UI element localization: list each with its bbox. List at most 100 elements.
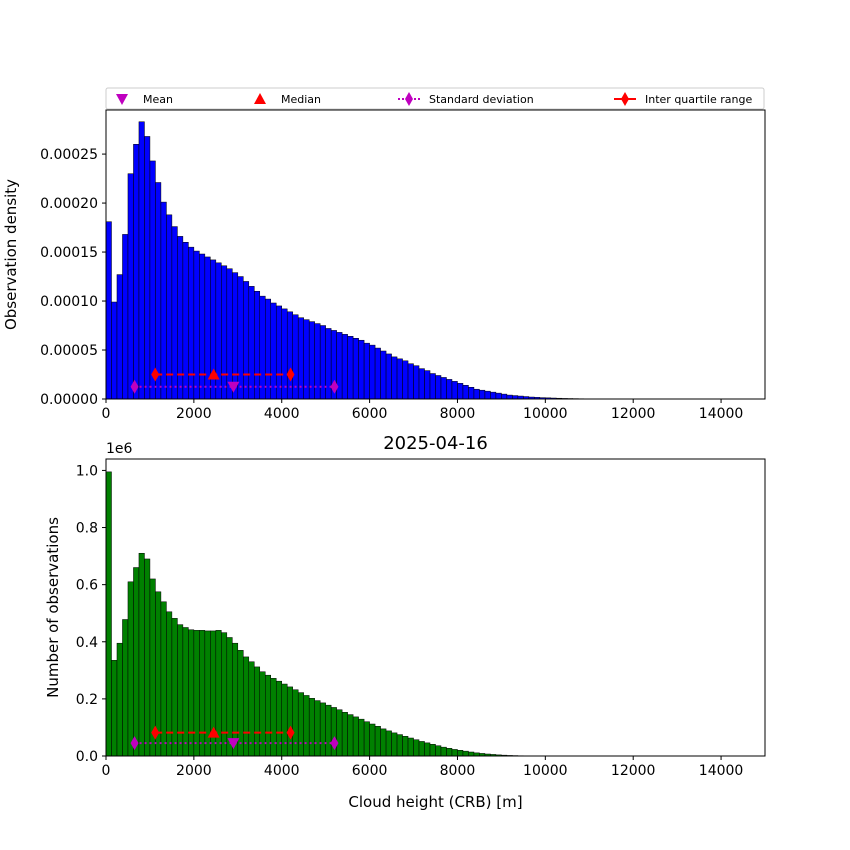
histogram-bar [188,629,195,757]
x-tick-label: 8000 [440,763,476,779]
histogram-bar [347,714,354,757]
y-tick-label: 0.00025 [40,147,98,163]
histogram-bar [166,214,173,400]
legend-marker [254,93,266,104]
histogram-bar [413,739,420,757]
legend-label: Standard deviation [429,93,534,106]
histogram-bar [292,689,299,757]
histogram-bar [243,656,250,757]
histogram-bar [182,627,189,757]
histogram-bar [418,368,425,400]
y-tick-label: 0.2 [76,692,98,708]
histogram-bar [352,716,359,757]
y-tick-label: 0.00010 [40,294,98,310]
histogram-bar [149,160,156,400]
histogram-bar [385,730,392,757]
histogram-bar [248,661,255,757]
histogram-bar [374,726,381,757]
histogram-bar [138,121,145,400]
histogram-bar [440,377,447,400]
histogram-bar [429,744,436,757]
y-axis-label: Observation density [2,179,20,330]
std-marker [130,736,139,751]
y-tick-label: 0.8 [76,521,98,537]
histogram-bar [177,624,184,757]
histogram-bar [319,702,326,757]
histogram-bar [122,234,129,400]
histogram-bar [111,660,118,757]
histogram-bar [243,281,250,400]
histogram-bar [418,741,425,757]
histogram-bar [341,712,348,757]
histogram-bar [380,350,387,400]
histogram-bar [160,201,167,400]
x-tick-label: 12000 [611,763,656,779]
histogram-bar [221,632,228,757]
histogram-bar [336,709,343,757]
histogram-bar [407,737,414,757]
histogram-bar [506,394,513,400]
histogram-bar [193,250,200,400]
histogram-bar [336,332,343,400]
histogram-bar [391,356,398,400]
y-tick-label: 0.6 [76,578,98,594]
histogram-bar [111,301,118,400]
histogram-bar [380,728,387,757]
legend-label: Inter quartile range [645,93,752,106]
histogram-bar [451,749,458,757]
x-tick-label: 6000 [352,763,388,779]
histogram-bar [413,365,420,400]
histogram-bar [446,748,453,757]
x-tick-label: 0 [102,406,111,422]
histogram-bar [265,298,271,400]
histogram-bar [435,745,442,757]
x-tick-label: 0 [102,763,111,779]
axes-frame [105,458,766,757]
histogram-bar [199,630,206,757]
y-tick-label: 0.4 [76,635,98,651]
y-axis-label: Number of observations [44,517,62,698]
legend-label: Mean [143,93,173,106]
x-tick-label: 12000 [611,406,656,422]
histogram-bar [347,336,354,400]
histogram-bar [127,173,134,400]
median-marker [207,368,220,380]
histogram-bar [358,339,365,400]
histogram-bar [281,308,288,400]
histogram-bar [275,305,282,400]
count-histogram-axes: 0 2000 4000 6000 8000 10000 12000 14000 0.0 0.2 0.… [44,433,766,811]
histogram-bar [259,295,266,400]
mean-marker [227,738,240,750]
x-tick-label: 10000 [523,763,568,779]
iqr-marker [151,367,160,382]
histogram-bar [473,388,480,400]
histogram-bar [270,678,277,757]
histogram-bar [308,698,315,757]
mean-marker [227,381,240,393]
histogram-bar [314,700,321,757]
x-tick-label: 14000 [699,406,744,422]
histogram-bar [341,334,348,400]
histogram-bar [358,718,365,757]
histogram-bar [303,695,310,757]
density-histogram-axes: 0 2000 4000 6000 8000 10000 12000 14000 0.00000 0… [2,109,766,422]
histogram-bar [193,630,200,757]
histogram-bar [429,373,436,400]
iqr-marker [151,725,160,740]
histogram-bar [105,471,112,757]
histogram-bar [325,704,332,757]
x-tick-label: 6000 [352,406,388,422]
histogram-bar [237,650,244,757]
histogram-bar [248,286,255,400]
x-tick-label: 4000 [264,406,300,422]
x-tick-label: 2000 [176,406,212,422]
histogram-bar [232,272,239,400]
histogram-bar [501,393,508,400]
chart-title: 2025-04-16 [383,433,488,454]
histogram-bar [226,268,233,400]
histogram-bar [188,246,195,400]
histogram-bar [286,686,293,757]
histogram-bar [446,379,453,400]
histogram-bar [369,344,376,400]
